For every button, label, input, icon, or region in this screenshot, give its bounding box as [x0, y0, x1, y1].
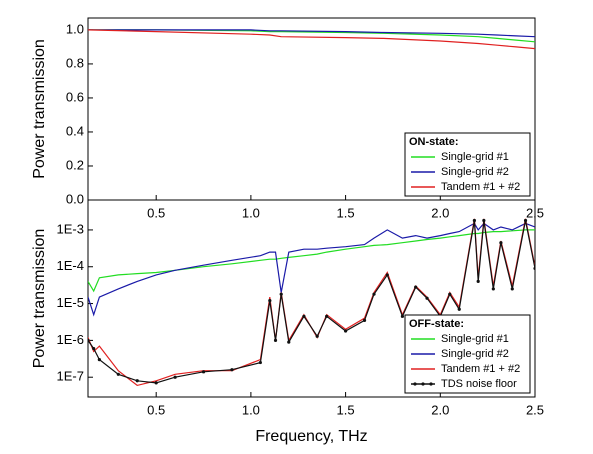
x-axis-label: Frequency, THz — [255, 428, 367, 445]
x-tick-label: 1.5 — [337, 402, 355, 417]
x-tick-label: 2.0 — [431, 205, 449, 220]
series-marker — [97, 358, 101, 362]
x-tick-label: 1.0 — [242, 402, 260, 417]
series-marker — [472, 218, 476, 223]
series-marker — [448, 292, 452, 296]
series-marker — [457, 307, 461, 311]
legend-title: OFF-state: — [409, 318, 464, 330]
series-line — [88, 29, 535, 43]
series-marker — [315, 334, 319, 338]
x-tick-label: 1.0 — [242, 205, 260, 220]
series-marker — [414, 285, 418, 289]
y-tick-label: 1E-3 — [57, 221, 84, 236]
legend-marker — [413, 382, 417, 386]
series-line — [88, 29, 535, 38]
series-line — [88, 229, 535, 293]
series-marker — [287, 340, 291, 344]
y-tick-label: 0.4 — [66, 123, 84, 138]
series-line — [88, 29, 535, 50]
series-marker — [491, 287, 495, 291]
legend-marker — [429, 382, 433, 386]
legend-label: Single-grid #1 — [441, 333, 509, 345]
series-marker — [302, 314, 306, 318]
series-marker — [343, 329, 348, 333]
series-marker — [482, 218, 486, 223]
series-marker — [173, 375, 177, 379]
series-marker — [201, 370, 206, 374]
series-marker — [425, 296, 429, 300]
series-line — [88, 222, 535, 317]
series-marker — [533, 266, 535, 271]
y-tick-label: 0.8 — [66, 55, 84, 70]
series-marker — [116, 372, 120, 376]
series-marker — [230, 368, 234, 372]
y-tick-label: 1E-4 — [57, 258, 84, 273]
series-marker — [476, 279, 480, 284]
series-marker — [510, 287, 514, 291]
series-marker — [268, 299, 272, 303]
legend-box — [404, 132, 531, 197]
y-tick-label: 0.6 — [66, 89, 84, 104]
legend-label: Single-grid #2 — [441, 348, 509, 360]
series-marker — [154, 381, 158, 385]
series-marker — [362, 318, 367, 322]
y-tick-label: 0.2 — [66, 157, 84, 172]
y-tick-label: 1.0 — [66, 21, 84, 36]
x-tick-label: 0.5 — [147, 205, 165, 220]
series-marker — [273, 338, 278, 342]
x-tick-label: 0.5 — [147, 402, 165, 417]
series-group — [88, 218, 535, 387]
series-marker — [499, 241, 503, 245]
legend-label: Tandem #1 + #2 — [441, 363, 520, 375]
legend-label: Tandem #1 + #2 — [441, 181, 520, 193]
y-axis-label: Power transmission — [31, 229, 48, 369]
y-tick-label: 1E-7 — [57, 369, 84, 384]
series-group — [88, 29, 535, 50]
series-marker — [92, 346, 96, 351]
series-marker — [523, 218, 528, 223]
x-tick-label: 2.5 — [526, 402, 544, 417]
legend-label: TDS noise floor — [441, 378, 517, 390]
y-tick-label: 0.0 — [66, 191, 84, 206]
series-marker — [88, 338, 90, 342]
y-axis-label: Power transmission — [31, 39, 48, 179]
series-marker — [385, 273, 389, 277]
x-tick-label: 2.0 — [431, 402, 449, 417]
legend-title: ON-state: — [409, 136, 459, 148]
legend-label: Single-grid #2 — [441, 166, 509, 178]
legend-marker — [421, 382, 425, 386]
y-tick-label: 1E-6 — [57, 332, 84, 347]
series-marker — [279, 292, 283, 296]
series-marker — [258, 360, 262, 365]
x-tick-label: 1.5 — [337, 205, 355, 220]
legend-label: Single-grid #1 — [441, 151, 509, 163]
series-marker — [372, 292, 376, 296]
series-marker — [135, 379, 139, 383]
series-marker — [400, 314, 405, 318]
series-marker — [325, 314, 329, 318]
y-tick-label: 1E-5 — [57, 295, 84, 310]
